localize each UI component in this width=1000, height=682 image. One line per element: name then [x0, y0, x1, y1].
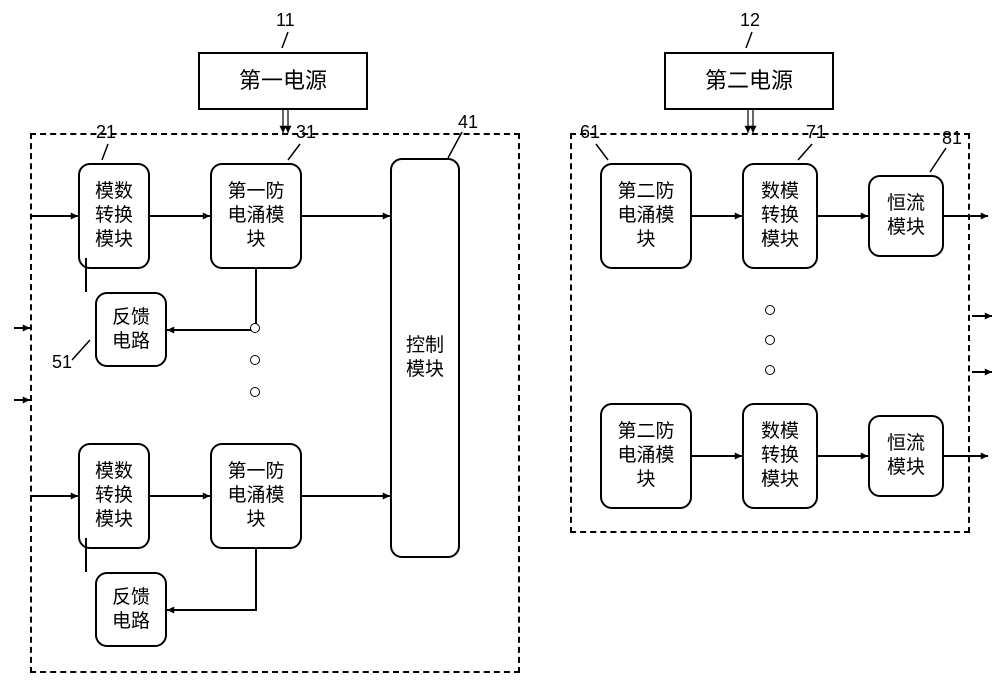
ref-label-31: 31 — [296, 122, 316, 143]
ellipsis-dot — [765, 335, 775, 345]
ellipsis-dot — [765, 305, 775, 315]
node-n31b: 第一防 电涌模 块 — [210, 443, 302, 549]
node-n31a: 第一防 电涌模 块 — [210, 163, 302, 269]
ref-label-71: 71 — [806, 122, 826, 143]
ref-label-11: 11 — [276, 10, 295, 31]
ref-label-12: 12 — [740, 10, 760, 31]
diagram-canvas: 第一电源第二电源模数 转换 模块模数 转换 模块第一防 电涌模 块第一防 电涌模… — [0, 0, 1000, 682]
ellipsis-dot — [250, 355, 260, 365]
ellipsis-dot — [765, 365, 775, 375]
node-n61b: 第二防 电涌模 块 — [600, 403, 692, 509]
ref-label-21: 21 — [96, 122, 116, 143]
ref-label-61: 61 — [580, 122, 600, 143]
ellipsis-dot — [250, 323, 260, 333]
ellipsis-dot — [250, 387, 260, 397]
node-n61a: 第二防 电涌模 块 — [600, 163, 692, 269]
